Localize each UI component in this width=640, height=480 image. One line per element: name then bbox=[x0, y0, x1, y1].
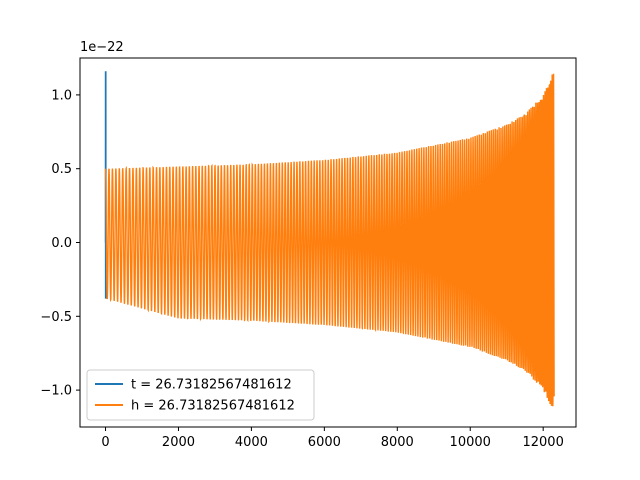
legend-box bbox=[86, 369, 315, 421]
legend-label-series-h: h = 26.73182567481612 bbox=[131, 399, 295, 414]
x-tick-label: 12000 bbox=[522, 435, 563, 450]
y-tick-label: 0.0 bbox=[51, 236, 72, 251]
x-tick-label: 4000 bbox=[235, 435, 268, 450]
y-tick-label: −0.5 bbox=[40, 310, 72, 325]
legend: t = 26.73182567481612 h = 26.73182567481… bbox=[86, 369, 315, 421]
x-tick-label: 6000 bbox=[308, 435, 341, 450]
legend-label-series-t: t = 26.73182567481612 bbox=[131, 378, 292, 393]
x-tick-label: 0 bbox=[101, 435, 109, 450]
x-axis: 0 2000 4000 6000 8000 10000 12000 bbox=[101, 427, 564, 450]
y-tick-label: −1.0 bbox=[40, 384, 72, 399]
y-axis: −1.0 −0.5 0.0 0.5 1.0 bbox=[40, 88, 80, 399]
series-layer bbox=[104, 71, 555, 407]
series-h-line bbox=[104, 73, 555, 407]
y-offset-text: 1e−22 bbox=[80, 40, 124, 55]
x-tick-label: 10000 bbox=[450, 435, 491, 450]
y-tick-label: 0.5 bbox=[51, 162, 72, 177]
y-tick-label: 1.0 bbox=[51, 88, 72, 103]
x-tick-label: 2000 bbox=[162, 435, 195, 450]
x-tick-label: 8000 bbox=[381, 435, 414, 450]
